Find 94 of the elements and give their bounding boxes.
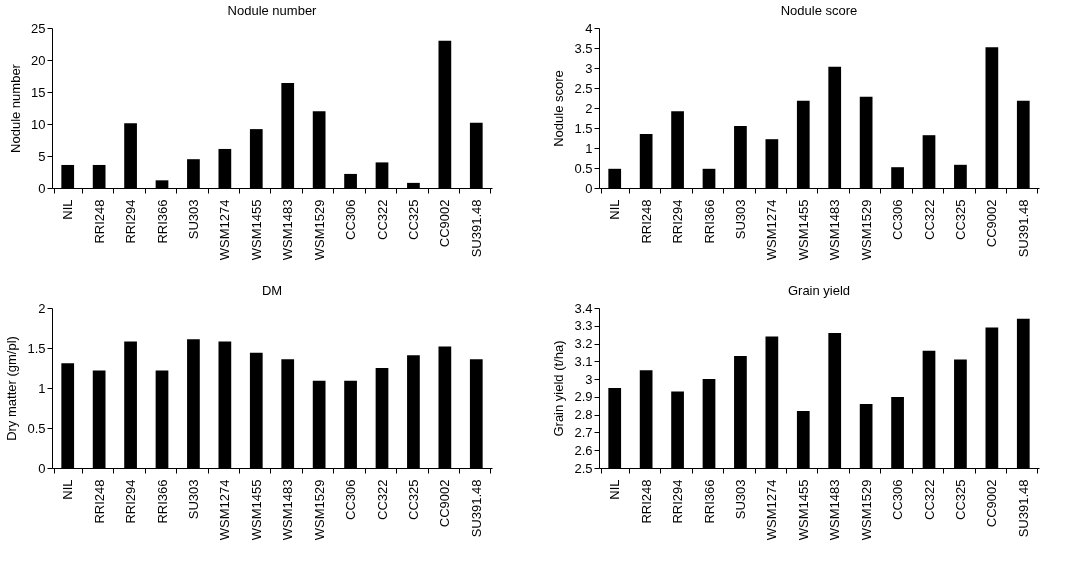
y-tick-label: 3.5 (574, 40, 593, 56)
x-tick-label: RRI248 (91, 199, 107, 244)
y-tick-label: 0 (585, 180, 593, 196)
x-tick-label: CC325 (952, 479, 968, 520)
x-tick-label: WSM1455 (248, 199, 264, 261)
x-tick-label: CC325 (405, 199, 421, 240)
x-tick-label: WSM1455 (248, 479, 264, 541)
y-axis-title: Nodule number (8, 63, 24, 153)
x-tick-label: SU391.48 (1015, 199, 1031, 258)
y-axis-title: Nodule score (551, 70, 567, 147)
x-tick-label: RRI294 (123, 199, 139, 244)
x-tick-label: WSM1529 (311, 199, 327, 261)
x-tick-label: SU303 (185, 199, 201, 240)
x-tick-label: CC306 (890, 199, 906, 240)
x-tick-label: RRI366 (154, 479, 170, 524)
x-tick-label: CC306 (343, 199, 359, 240)
x-tick-label: CC9002 (984, 479, 1000, 528)
y-tick-label: 15 (31, 84, 46, 100)
x-tick-label: SU303 (732, 199, 748, 240)
y-tick-label: 3 (585, 371, 593, 387)
x-tick-label: CC325 (952, 199, 968, 240)
y-tick-label: 3.1 (574, 353, 593, 369)
x-tick-label: RRI248 (91, 479, 107, 524)
x-tick-label: WSM1483 (280, 479, 296, 541)
x-tick-label: RRI248 (638, 199, 654, 244)
x-tick-label: CC306 (343, 479, 359, 520)
x-tick-label: CC306 (890, 479, 906, 520)
y-tick-label: 2 (38, 300, 46, 316)
x-tick-label: WSM1483 (827, 479, 843, 541)
y-axis-title: Grain yield (t/ha) (551, 340, 567, 437)
y-tick-label: 3.4 (574, 300, 593, 316)
x-tick-label: RRI366 (701, 199, 717, 244)
x-tick-label: WSM1483 (280, 199, 296, 261)
chart-title: Nodule number (227, 3, 318, 18)
x-tick-label: CC9002 (437, 479, 453, 528)
x-tick-label: SU391.48 (468, 479, 484, 538)
x-tick-label: CC322 (921, 479, 937, 520)
y-tick-label: 0.5 (27, 420, 46, 436)
x-tick-label: CC325 (405, 479, 421, 520)
y-tick-label: 2 (585, 100, 593, 116)
y-tick-label: 2.7 (574, 424, 593, 440)
y-tick-label: 2.8 (574, 407, 593, 423)
x-tick-label: SU391.48 (1015, 479, 1031, 538)
x-tick-label: RRI366 (701, 479, 717, 524)
x-tick-label: RRI294 (670, 199, 686, 244)
x-tick-label: RRI366 (154, 199, 170, 244)
x-tick-label: SU391.48 (468, 199, 484, 258)
y-tick-label: 4 (585, 20, 593, 36)
y-tick-label: 2.5 (574, 80, 593, 96)
x-tick-label: WSM1529 (858, 199, 874, 261)
x-tick-label: WSM1455 (795, 479, 811, 541)
x-tick-label: WSM1274 (217, 199, 233, 261)
y-tick-label: 2.5 (574, 460, 593, 476)
x-tick-label: NIL (60, 479, 76, 500)
x-tick-label: WSM1274 (217, 479, 233, 541)
x-tick-label: WSM1529 (311, 479, 327, 541)
chart-title: DM (261, 283, 283, 298)
y-tick-label: 10 (31, 116, 46, 132)
y-tick-label: 1 (585, 140, 593, 156)
y-tick-label: 25 (31, 20, 46, 36)
x-tick-label: NIL (60, 199, 76, 220)
y-tick-label: 3.2 (574, 336, 593, 352)
x-tick-label: SU303 (732, 479, 748, 520)
chart-title: Grain yield (787, 283, 851, 298)
x-tick-label: WSM1529 (858, 479, 874, 541)
x-tick-label: NIL (607, 479, 623, 500)
x-tick-label: RRI248 (638, 479, 654, 524)
y-tick-label: 0 (38, 180, 46, 196)
y-tick-label: 2.9 (574, 389, 593, 405)
y-tick-label: 3.3 (574, 318, 593, 334)
x-tick-label: WSM1455 (795, 199, 811, 261)
x-tick-label: CC9002 (984, 199, 1000, 248)
y-tick-label: 2.6 (574, 442, 593, 458)
y-tick-label: 1.5 (574, 120, 593, 136)
x-tick-label: CC322 (921, 199, 937, 240)
y-tick-label: 0 (38, 460, 46, 476)
chart-title: Nodule score (780, 3, 858, 18)
x-tick-label: WSM1274 (764, 199, 780, 261)
x-tick-label: RRI294 (670, 479, 686, 524)
y-tick-label: 20 (31, 52, 46, 68)
x-tick-label: WSM1274 (764, 479, 780, 541)
y-tick-label: 1.5 (27, 340, 46, 356)
x-tick-label: CC9002 (437, 199, 453, 248)
y-tick-label: 0.5 (574, 160, 593, 176)
y-tick-label: 3 (585, 60, 593, 76)
x-tick-label: WSM1483 (827, 199, 843, 261)
x-tick-label: CC322 (374, 479, 390, 520)
x-tick-label: NIL (607, 199, 623, 220)
x-tick-label: RRI294 (123, 479, 139, 524)
y-tick-label: 1 (38, 380, 46, 396)
y-tick-label: 5 (38, 148, 46, 164)
x-tick-label: CC322 (374, 199, 390, 240)
y-axis-title: Dry matter (gm/pl) (4, 336, 20, 441)
x-tick-label: SU303 (185, 479, 201, 520)
